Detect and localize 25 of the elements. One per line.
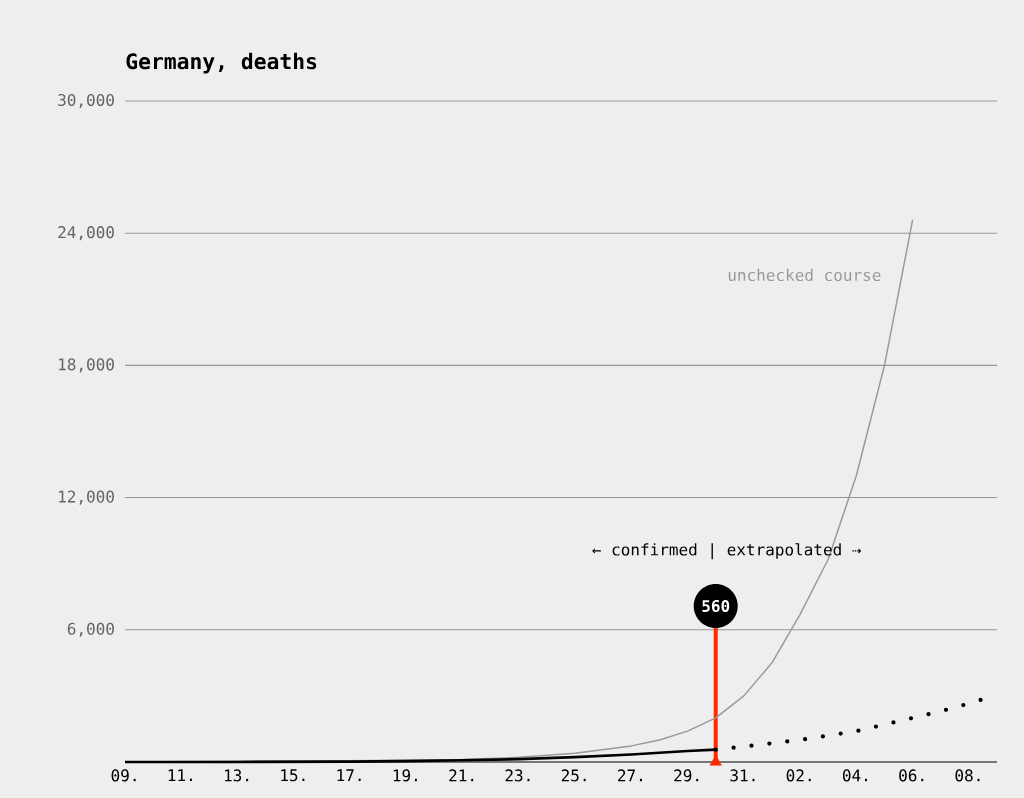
y-tick-label: 6,000 (67, 622, 114, 637)
y-tick-label: 12,000 (59, 490, 114, 505)
y-tick-label: 30,000 (58, 93, 114, 109)
annotation: ← confirmed | extrapolated ⇢ (592, 543, 861, 560)
x-tick-label: 06. (899, 769, 924, 782)
chart-title: Germany, deaths (126, 52, 317, 74)
y-tick-label: 18,000 (59, 358, 114, 373)
series-label: unchecked course (728, 268, 881, 282)
x-tick-label: 19. (393, 769, 417, 782)
x-tick-label: 29. (674, 769, 699, 782)
x-tick-label: 25. (561, 769, 586, 782)
x-tick-label: 08. (955, 769, 980, 782)
x-tick-label: 02. (786, 769, 811, 782)
x-tick-label: 21. (449, 769, 474, 782)
x-tick-label: 17. (337, 769, 361, 782)
x-tick-label: 23. (505, 769, 530, 782)
x-tick-label: 15. (281, 769, 305, 782)
ref-line-label: 560 (702, 599, 730, 613)
x-tick-label: 04. (842, 769, 867, 782)
y-tick-label: 24,000 (58, 226, 114, 241)
x-tick-label: 31. (730, 769, 755, 782)
x-tick-label: 13. (225, 769, 249, 782)
x-tick-label: 27. (618, 769, 642, 782)
x-tick-label: 09. (111, 769, 136, 782)
x-tick-label: 11. (168, 769, 192, 782)
